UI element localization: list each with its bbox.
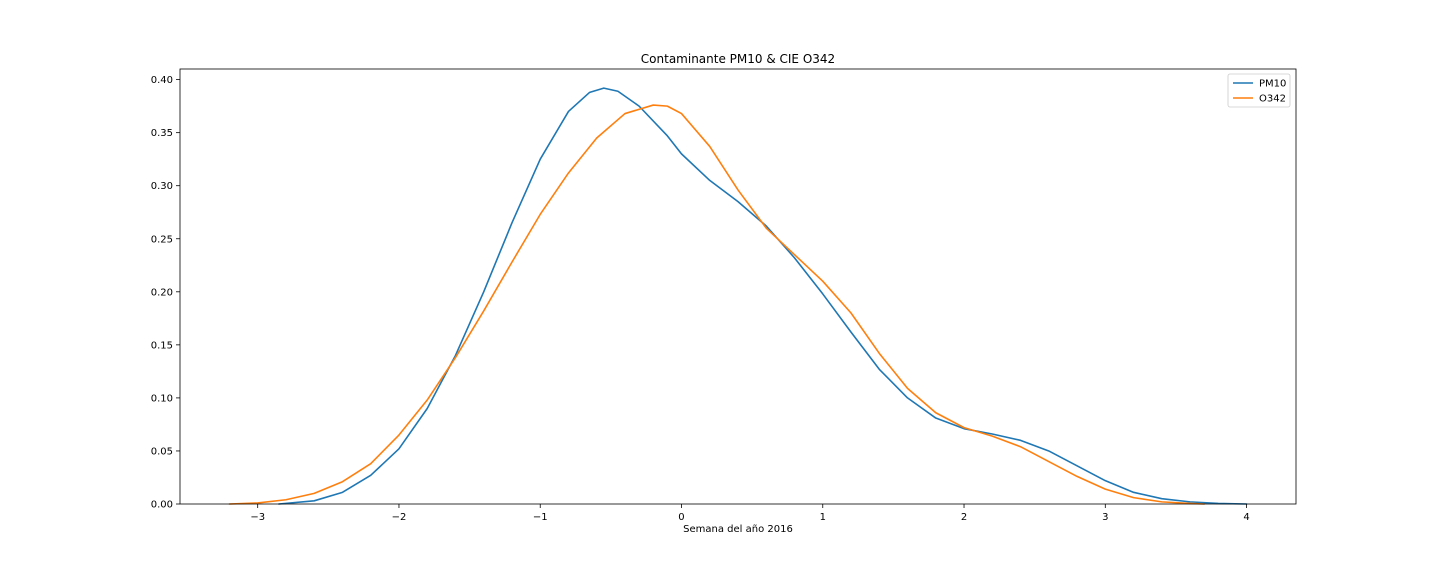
series-line-pm10 <box>278 87 1248 505</box>
axes-frame <box>179 68 1297 505</box>
y-tick-label: 0.35 <box>151 128 173 139</box>
plot-area <box>228 87 1248 505</box>
legend-label-pm10: PM10 <box>1259 79 1286 90</box>
y-tick-label: 0.30 <box>151 181 173 192</box>
y-tick-label: 0.05 <box>151 446 173 457</box>
x-tick-label: 0 <box>678 512 684 523</box>
x-tick-label: −2 <box>392 512 407 523</box>
x-tick-label: 2 <box>961 512 967 523</box>
chart-title: Contaminante PM10 & CIE O342 <box>641 52 835 66</box>
x-tick-label: −1 <box>533 512 548 523</box>
x-tick-label: 3 <box>1102 512 1108 523</box>
series-line-o342 <box>228 104 1205 505</box>
x-tick-label: 4 <box>1243 512 1249 523</box>
y-tick-label: 0.00 <box>151 500 173 511</box>
y-tick-label: 0.10 <box>151 393 173 404</box>
legend: PM10 O342 <box>1227 73 1291 108</box>
x-tick-label: 1 <box>820 512 826 523</box>
x-tick-label: −3 <box>250 512 265 523</box>
y-tick-label: 0.25 <box>151 234 173 245</box>
x-axis-label: Semana del año 2016 <box>683 524 793 535</box>
axes: −3 −2 −1 0 1 2 3 4 0.00 0.05 0.10 0.15 0.20 0.25 0.30 0… <box>151 68 1297 523</box>
y-tick-label: 0.15 <box>151 340 173 351</box>
legend-label-o342: O342 <box>1259 94 1286 105</box>
y-tick-label: 0.40 <box>151 75 173 86</box>
y-tick-label: 0.20 <box>151 287 173 298</box>
